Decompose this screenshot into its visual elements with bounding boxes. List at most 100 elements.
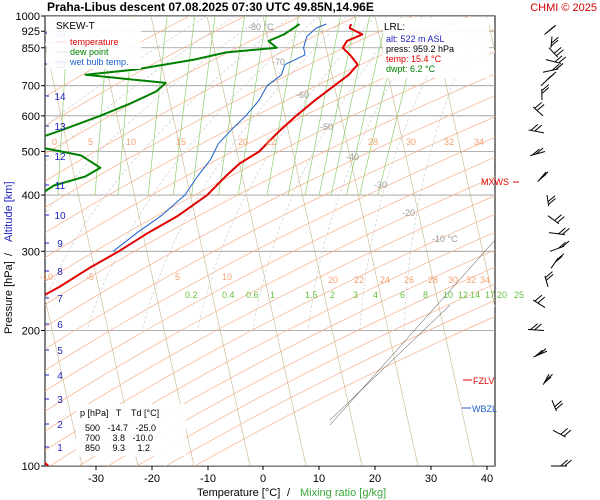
wind-barb-flag: [536, 104, 545, 111]
moist-adiabat: [45, 16, 292, 303]
y-tick-label: 925: [22, 26, 40, 38]
altitude-tick-label: 7: [57, 294, 63, 305]
wind-barb-flag: [564, 459, 572, 467]
mixing-ratio-label: 6: [400, 290, 405, 300]
lrl-press: press: 959.2 hPa: [386, 44, 454, 54]
mixing-ratio-label: 8: [423, 290, 428, 300]
dry-adiabat: [45, 73, 495, 305]
wind-barb-flag: [560, 459, 568, 467]
wind-barb: [548, 47, 559, 58]
wind-barb: [552, 429, 567, 438]
reference-line: [329, 239, 495, 426]
moist-adiabat-label: 32: [466, 275, 476, 285]
y-tick-label: 600: [22, 111, 40, 123]
dry-adiabat-label: -10: [40, 272, 53, 282]
isotherm: [430, 16, 495, 309]
dry-adiabat: [107, 266, 495, 466]
wind-barb-flag: [537, 296, 546, 304]
mixing-ratio-line: [346, 16, 388, 196]
mixing-ratio-line: [330, 16, 370, 196]
wind-barb-flag: [554, 55, 563, 63]
legend-wet-bulb: wet bulb temp.: [69, 57, 129, 67]
altitude-tick-label: 2: [57, 420, 63, 431]
x-axis-label-temperature: Temperature [°C]: [197, 487, 280, 499]
y-tick-label: 100: [22, 461, 40, 473]
isotherm-label: -30: [374, 180, 387, 190]
dry-adiabat-label: 30: [406, 137, 416, 147]
dry-adiabat: [45, 156, 495, 392]
isotherm: [374, 16, 475, 466]
dry-adiabat: [45, 176, 495, 412]
altitude-tick-label: 12: [54, 152, 66, 163]
mixing-ratio-label: 25: [514, 290, 524, 300]
wind-barb: [544, 275, 549, 288]
wind-barb-flag: [545, 374, 553, 381]
dry-adiabat: [45, 16, 302, 155]
moist-adiabat-label: 28: [428, 275, 438, 285]
altitude-tick-label: 5: [57, 346, 63, 357]
wind-barb-flag: [551, 63, 560, 71]
legend-dew-point: dew point: [70, 47, 109, 57]
wind-barb-flag: [541, 84, 550, 92]
lrl-title: LRL:: [384, 22, 405, 33]
mixing-ratio-line: [304, 16, 341, 196]
altitude-tick-label: 4: [57, 371, 63, 382]
dry-adiabat-label: -5: [86, 272, 94, 282]
mixing-ratio-line: [191, 16, 216, 196]
wind-barb-flag: [562, 227, 570, 235]
wind-barb: [547, 215, 560, 225]
moist-adiabat-label: 20: [328, 275, 338, 285]
wind-barb-flag: [530, 123, 539, 131]
moist-adiabat-label: 26: [404, 275, 414, 285]
lrl-box: LRL: alt: 522 m ASL press: 959.2 hPa tem…: [383, 18, 489, 78]
copyright: CHMI © 2025: [530, 2, 597, 14]
wind-barb: [549, 245, 565, 252]
moist-adiabat: [45, 16, 208, 127]
mixing-ratio-label: 4: [373, 290, 378, 300]
wind-barb-flag: [561, 240, 570, 248]
mixing-ratio-line: [318, 16, 357, 196]
dry-adiabat: [45, 16, 246, 127]
dry-adiabat-label: 28: [368, 137, 378, 147]
moist-adiabat: [252, 16, 404, 331]
table-row-700: 700 3.8 -10.0: [85, 433, 153, 443]
wind-barb-flag: [563, 429, 572, 437]
isotherm-label: -20: [402, 208, 415, 218]
wind-barb-flag: [553, 47, 562, 54]
dry-adiabat-label: 5: [175, 272, 180, 282]
x-axis-label-mixing: Mixing ratio [g/kg]: [300, 487, 386, 499]
fzlv-label: FZLV: [473, 376, 494, 386]
mixing-ratio-line: [266, 16, 299, 196]
isotherm: [486, 16, 495, 54]
x-tick-label: -10: [200, 473, 216, 485]
dry-adiabat-label: 10: [126, 137, 136, 147]
wind-barb-flag: [551, 36, 559, 44]
mixing-ratio-line: [147, 16, 168, 196]
mixing-ratio-line: [218, 16, 245, 196]
mixing-ratio-label: 1.5: [305, 290, 318, 300]
x-tick-label: 20: [369, 473, 381, 485]
mixing-ratio-label: 0.6: [246, 290, 259, 300]
isotherm: [543, 16, 600, 466]
mixing-ratio-line: [237, 16, 267, 196]
wind-barb-flag: [554, 214, 562, 221]
moist-adiabat-label: 34: [480, 275, 490, 285]
wind-barb-flag: [535, 349, 543, 357]
dry-adiabat-label: 34: [474, 137, 484, 147]
wind-barb-flag: [543, 376, 552, 384]
y-axis-label-pressure: Pressure [hPa]: [3, 261, 15, 334]
isotherm: [45, 296, 83, 466]
wind-barb-flag: [555, 63, 564, 70]
altitude-tick-label: 8: [57, 267, 63, 278]
mixing-ratio-label: 3: [353, 290, 358, 300]
isotherm-label: -80 °C: [248, 22, 274, 32]
x-tick-label: 10: [313, 473, 325, 485]
wind-barb: [545, 59, 562, 64]
wind-barb-flag: [558, 227, 566, 235]
dry-adiabat-label: 20: [238, 137, 248, 147]
dry-adiabat: [45, 213, 495, 451]
mixing-ratio-label: 2: [330, 290, 335, 300]
moist-adiabat: [197, 16, 376, 331]
y-tick-label: 400: [22, 190, 40, 202]
x-axis-label-separator: /: [287, 487, 291, 499]
